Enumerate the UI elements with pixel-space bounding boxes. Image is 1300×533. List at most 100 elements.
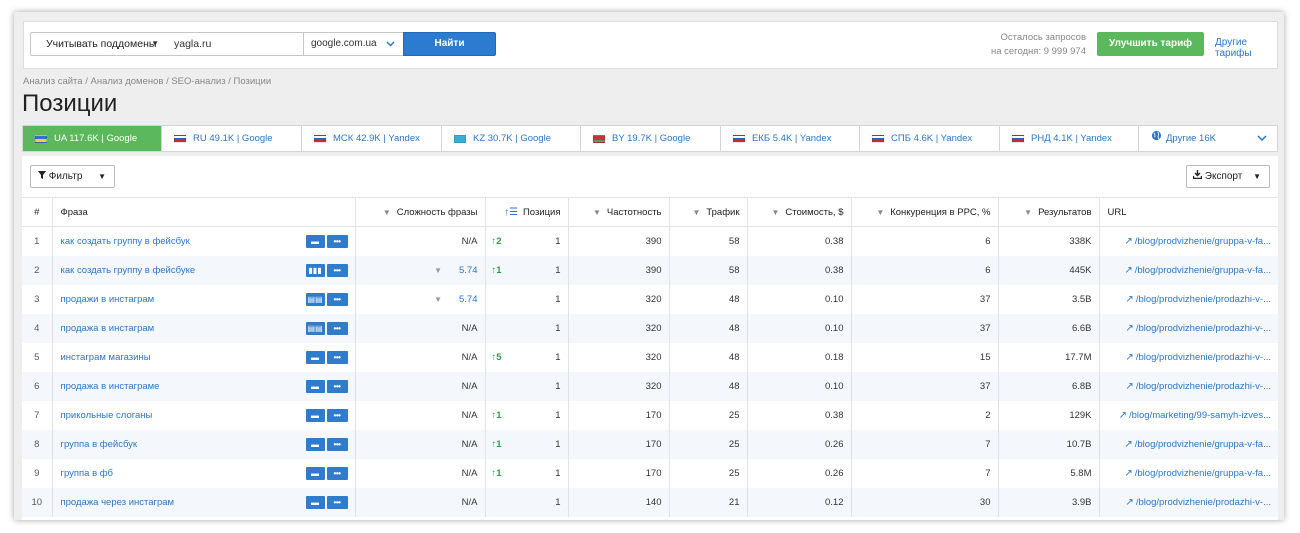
- filter-button[interactable]: Фильтр ▼: [30, 165, 115, 188]
- position-value: 1: [555, 293, 561, 305]
- tab-ru-google[interactable]: RU 49.1K | Google: [162, 126, 302, 151]
- position-value: 1: [555, 410, 561, 422]
- column-header-position[interactable]: ↑☰ Позиция: [485, 197, 569, 227]
- tab-msk-yandex[interactable]: МСК 42.9K | Yandex: [302, 126, 442, 151]
- search-bar: Учитывать поддомены ▼ google.com.ua Найт…: [23, 21, 1278, 69]
- external-link-icon[interactable]: ↗: [1124, 264, 1133, 276]
- more-icon[interactable]: •••: [326, 379, 348, 393]
- url-link[interactable]: /blog/prodvizhenie/gruppa-v-fa...: [1134, 264, 1271, 276]
- column-header-traffic[interactable]: ▼ Трафик: [669, 197, 748, 227]
- tab-rnd-yandex[interactable]: РНД 4.1K | Yandex: [1000, 126, 1139, 151]
- external-link-icon[interactable]: ↗: [1124, 439, 1133, 451]
- chevron-down-icon[interactable]: [1257, 126, 1277, 151]
- external-link-icon[interactable]: ↗: [1125, 351, 1134, 363]
- other-tariffs-link[interactable]: Другие тарифы: [1215, 37, 1252, 59]
- chevron-down-icon[interactable]: ▼: [434, 294, 442, 304]
- upgrade-tariff-button[interactable]: Улучшить тариф: [1097, 32, 1204, 56]
- more-icon[interactable]: •••: [326, 409, 348, 423]
- url-link[interactable]: /blog/prodvizhenie/prodazhi-v-...: [1135, 381, 1271, 393]
- phrase-link[interactable]: группа в фб: [60, 468, 113, 480]
- find-button[interactable]: Найти: [403, 32, 496, 56]
- tab-by-google[interactable]: BY 19.7K | Google: [581, 126, 721, 151]
- difficulty-link[interactable]: 5.74: [459, 293, 478, 305]
- phrase-link[interactable]: продажа в инстаграме: [60, 381, 160, 393]
- row-number: 5: [22, 342, 53, 372]
- chevron-down-icon[interactable]: ▼: [434, 265, 442, 275]
- column-header-cost[interactable]: ▼ Стоимость, $: [747, 197, 852, 227]
- column-header-traffic-label: Трафик: [706, 206, 740, 218]
- phrase-link[interactable]: прикольные слоганы: [60, 410, 153, 422]
- phrase-link[interactable]: как создать группу в фейсбуке: [60, 264, 196, 276]
- url-link[interactable]: /blog/prodvizhenie/prodazhi-v-...: [1135, 351, 1271, 363]
- serp-snippet-icon[interactable]: ▬: [305, 379, 325, 393]
- results-cell: 129K: [998, 401, 1100, 431]
- more-icon[interactable]: •••: [326, 438, 348, 452]
- position-value: 1: [555, 322, 561, 334]
- tab-ekb-yandex[interactable]: ЕКБ 5.4K | Yandex: [721, 126, 860, 151]
- url-link[interactable]: /blog/prodvizhenie/gruppa-v-fa...: [1134, 439, 1271, 451]
- more-icon[interactable]: •••: [326, 467, 348, 481]
- tab-spb-yandex[interactable]: СПБ 4.6K | Yandex: [860, 126, 1000, 151]
- phrase-link[interactable]: как создать группу в фейсбук: [60, 235, 190, 247]
- cost-cell: 0.10: [747, 313, 852, 343]
- url-link[interactable]: /blog/marketing/99-samyh-izves...: [1128, 410, 1271, 422]
- tab-other-regions[interactable]: Другие 16K: [1139, 126, 1277, 151]
- external-link-icon[interactable]: ↗: [1124, 468, 1133, 480]
- serp-snippet-icon[interactable]: ▬: [305, 409, 325, 423]
- tab-label: МСК 42.9K | Yandex: [333, 133, 420, 144]
- phrase-link[interactable]: инстаграм магазины: [60, 351, 151, 363]
- column-header-difficulty[interactable]: ▼ Сложность фразы: [355, 197, 486, 227]
- url-link[interactable]: /blog/prodvizhenie/prodazhi-v-...: [1135, 293, 1271, 305]
- search-engine-select[interactable]: google.com.ua: [303, 32, 404, 56]
- difficulty-link[interactable]: 5.74: [459, 264, 478, 276]
- serp-snippet-icon[interactable]: ▬: [305, 350, 325, 364]
- column-header-difficulty-label: Сложность фразы: [396, 206, 478, 218]
- phrase-link[interactable]: группа в фейсбук: [60, 439, 138, 451]
- position-cell: 1: [485, 488, 569, 518]
- external-link-icon[interactable]: ↗: [1118, 410, 1127, 422]
- serp-compare-icon[interactable]: ▤▤: [305, 321, 325, 335]
- more-icon[interactable]: •••: [326, 321, 348, 335]
- column-header-competition[interactable]: ▼ Конкуренция в PPC, %: [851, 197, 999, 227]
- tab-ua-google[interactable]: UA 117.6K | Google: [23, 126, 162, 151]
- phrase-link[interactable]: продажи в инстаграм: [60, 293, 155, 305]
- serp-compare-icon[interactable]: ▤▤: [305, 292, 325, 306]
- traffic-cell: 21: [669, 488, 748, 518]
- url-link[interactable]: /blog/prodvizhenie/gruppa-v-fa...: [1134, 235, 1271, 247]
- more-icon[interactable]: •••: [326, 292, 348, 306]
- serp-snippet-icon[interactable]: ▬: [305, 467, 325, 481]
- serp-snippet-icon[interactable]: ▬: [305, 438, 325, 452]
- external-link-icon[interactable]: ↗: [1125, 293, 1134, 305]
- tab-kz-google[interactable]: KZ 30.7K | Google: [442, 126, 581, 151]
- position-cell: ↑1 1: [485, 459, 569, 489]
- frequency-cell: 170: [568, 430, 670, 460]
- more-icon[interactable]: •••: [326, 496, 348, 510]
- serp-snippet-icon[interactable]: ▬: [305, 496, 325, 510]
- subdomain-select[interactable]: Учитывать поддомены ▼: [30, 32, 168, 56]
- more-icon[interactable]: •••: [326, 263, 348, 277]
- url-link[interactable]: /blog/prodvizhenie/prodazhi-v-...: [1135, 322, 1271, 334]
- phrase-link[interactable]: продажа через инстаграм: [60, 497, 175, 509]
- url-cell: ↗/blog/prodvizhenie/prodazhi-v-...: [1099, 343, 1278, 372]
- external-link-icon[interactable]: ↗: [1125, 497, 1134, 509]
- external-link-icon[interactable]: ↗: [1125, 322, 1134, 334]
- difficulty-cell: N/A: [355, 488, 486, 518]
- more-icon[interactable]: •••: [326, 350, 348, 364]
- breadcrumb[interactable]: Анализ сайта / Анализ доменов / SEO-анал…: [23, 76, 272, 87]
- export-button[interactable]: Экспорт ▼: [1186, 165, 1270, 188]
- external-link-icon[interactable]: ↗: [1124, 235, 1133, 247]
- column-header-results[interactable]: ▼ Результатов: [998, 197, 1100, 227]
- column-header-frequency[interactable]: ▼ Частотность: [568, 197, 670, 227]
- domain-input[interactable]: [167, 32, 304, 56]
- more-icon[interactable]: •••: [326, 235, 348, 248]
- frequency-cell: 390: [568, 226, 670, 256]
- serp-snippet-icon[interactable]: ▬: [305, 235, 325, 248]
- column-header-phrase[interactable]: Фраза: [52, 197, 356, 227]
- url-link[interactable]: /blog/prodvizhenie/gruppa-v-fa...: [1134, 468, 1271, 480]
- external-link-icon[interactable]: ↗: [1125, 381, 1134, 393]
- phrase-link[interactable]: продажа в инстаграм: [60, 322, 155, 334]
- url-cell: ↗/blog/prodvizhenie/prodazhi-v-...: [1099, 371, 1278, 402]
- serp-bars-icon[interactable]: ▮▮▮: [305, 263, 325, 277]
- row-number: 3: [22, 284, 53, 314]
- url-link[interactable]: /blog/prodvizhenie/prodazhi-v-...: [1135, 497, 1271, 509]
